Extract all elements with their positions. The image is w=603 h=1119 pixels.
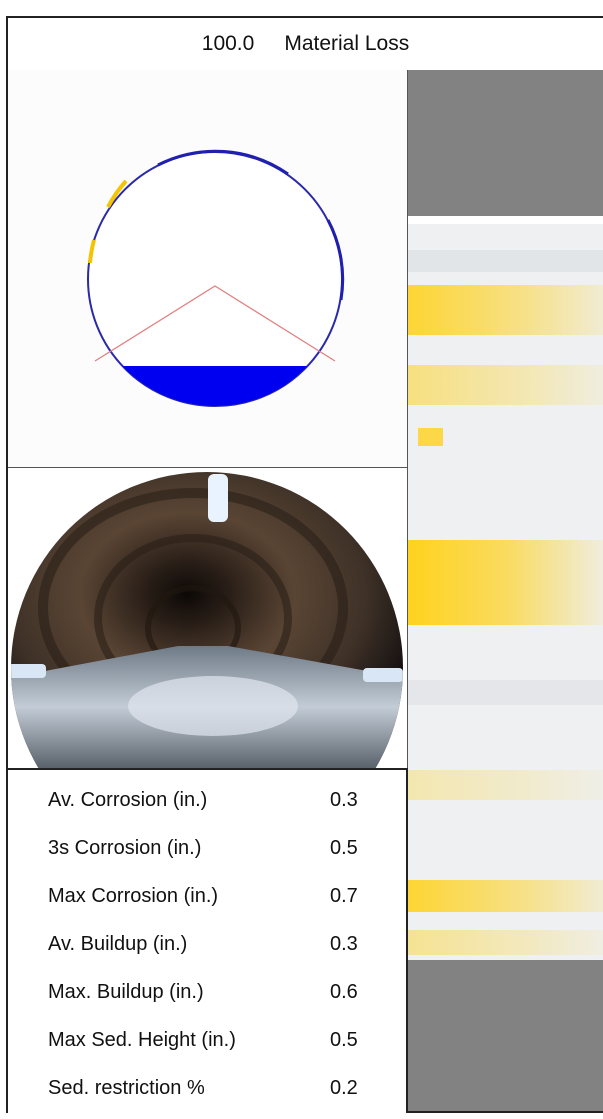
stat-value: 0.6 xyxy=(330,980,358,1003)
stat-row: 3s Corrosion (in.) 0.5 xyxy=(48,824,390,872)
stat-value: 0.2 xyxy=(330,1076,358,1099)
stat-label: Max Corrosion (in.) xyxy=(48,884,219,907)
stat-label: Av. Corrosion (in.) xyxy=(48,788,208,811)
camera-light-top xyxy=(208,474,228,522)
unwrapped-wall-image xyxy=(408,216,603,960)
sediment-fill xyxy=(88,366,342,406)
fisheye-camera-image xyxy=(11,472,403,768)
stat-label: 3s Corrosion (in.) xyxy=(48,836,202,859)
pipe-profile-plot xyxy=(87,149,345,407)
buildup-mark-right xyxy=(326,219,345,301)
stat-value: 0.5 xyxy=(330,836,358,859)
stat-label: Av. Buildup (in.) xyxy=(48,932,188,955)
corrosion-mark-upper-left xyxy=(106,179,128,208)
header-bar: 100.0 Material Loss xyxy=(8,18,603,71)
left-column: Av. Corrosion (in.) 0.3 3s Corrosion (in… xyxy=(8,70,408,1113)
stat-row: Av. Buildup (in.) 0.3 xyxy=(48,920,390,968)
stat-value: 0.3 xyxy=(330,932,358,955)
stat-label: Max. Buildup (in.) xyxy=(48,980,204,1003)
stat-row: Sed. restriction % 0.2 xyxy=(48,1064,390,1112)
corrosion-stats-table: Av. Corrosion (in.) 0.3 3s Corrosion (in… xyxy=(8,768,408,1113)
stat-row: Max Sed. Height (in.) 0.5 xyxy=(48,1016,390,1064)
buildup-mark-top xyxy=(157,149,289,176)
material-loss-value: 100.0 xyxy=(201,32,255,55)
camera-view-panel xyxy=(8,468,408,768)
stat-row: Max Corrosion (in.) 0.7 xyxy=(48,872,390,920)
stat-value: 0.5 xyxy=(330,1028,358,1051)
pipe-profile-panel xyxy=(8,70,408,468)
unwrapped-wall-panel xyxy=(408,70,603,1111)
stat-value: 0.3 xyxy=(330,788,358,811)
stat-label: Sed. restriction % xyxy=(48,1076,205,1099)
stat-value: 0.7 xyxy=(330,884,358,907)
report-frame: 100.0 Material Loss xyxy=(6,16,603,1113)
stat-label: Max Sed. Height (in.) xyxy=(48,1028,236,1051)
stat-row: Av. Corrosion (in.) 0.3 xyxy=(48,776,390,824)
stat-row: Max. Buildup (in.) 0.6 xyxy=(48,968,390,1016)
corrosion-mark-left xyxy=(88,239,96,264)
material-loss-label: Material Loss xyxy=(284,32,410,55)
gauge-line xyxy=(94,285,336,362)
